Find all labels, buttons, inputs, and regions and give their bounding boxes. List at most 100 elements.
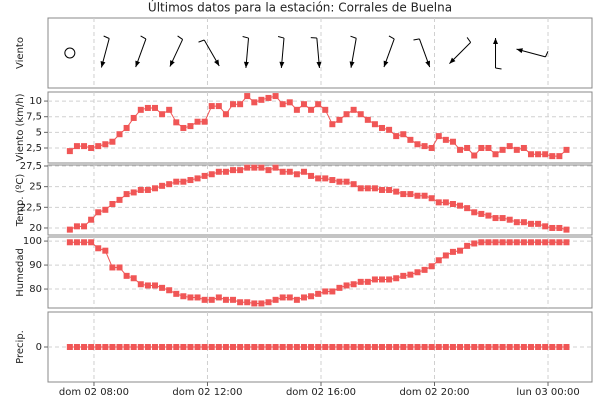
wind-arrow (413, 38, 431, 68)
data-point (513, 239, 520, 246)
data-point (379, 344, 386, 350)
data-point (315, 101, 322, 108)
data-point (180, 293, 187, 300)
data-point (343, 111, 350, 118)
arrow-barb (350, 35, 357, 39)
data-point (201, 344, 208, 350)
data-point (286, 168, 293, 175)
data-point (457, 146, 464, 153)
arrow-head (316, 61, 322, 68)
data-point (194, 294, 201, 301)
data-point (137, 186, 144, 193)
data-point (180, 124, 187, 131)
data-point (300, 168, 307, 175)
data-point (315, 175, 322, 182)
data-point (137, 344, 144, 350)
data-point (386, 344, 393, 350)
data-point (159, 182, 166, 189)
data-point (386, 186, 393, 193)
data-point (173, 290, 180, 297)
data-point (421, 143, 428, 150)
data-point (180, 344, 187, 350)
wind-arrow (516, 48, 549, 58)
data-point (144, 344, 151, 350)
data-point (258, 96, 265, 103)
panel: Precip. 0 (15, 311, 593, 383)
data-point (151, 282, 158, 289)
y-tick-label: 5 (36, 127, 42, 138)
data-point (208, 344, 215, 350)
data-point (279, 294, 286, 301)
data-point (350, 344, 357, 350)
data-point (527, 151, 534, 158)
arrow-head (100, 61, 106, 68)
data-point (371, 276, 378, 283)
x-tick-label: dom 02 08:00 (59, 387, 129, 398)
data-point (563, 226, 570, 233)
data-point (343, 282, 350, 289)
data-point (393, 188, 400, 195)
data-point (364, 185, 371, 192)
arrow-barb (388, 35, 395, 40)
data-point (400, 191, 407, 198)
y-tick-label: 20 (29, 223, 42, 234)
data-point (286, 344, 293, 350)
data-point (471, 344, 478, 350)
data-point (230, 167, 237, 174)
data-point (137, 281, 144, 288)
data-point (471, 152, 478, 159)
data-point (435, 344, 442, 350)
data-point (357, 111, 364, 118)
y-tick-label: 10 (29, 96, 42, 107)
data-point (166, 181, 173, 188)
data-point (315, 344, 322, 350)
data-point (322, 288, 329, 295)
y-axis-label: Humedad (15, 248, 26, 297)
data-point (371, 344, 378, 350)
data-point (102, 247, 109, 254)
data-point (279, 101, 286, 108)
data-point (151, 185, 158, 192)
data-point (81, 239, 88, 246)
data-point (144, 282, 151, 289)
data-point (336, 284, 343, 291)
data-point (535, 344, 542, 350)
arrow-barb (413, 38, 420, 41)
data-point (357, 278, 364, 285)
data-point (222, 111, 229, 118)
data-point (230, 296, 237, 303)
data-point (109, 344, 116, 350)
data-point (364, 116, 371, 123)
data-point (421, 192, 428, 199)
data-point (66, 344, 73, 350)
x-tick-label: lun 03 00:00 (516, 387, 579, 398)
data-point (421, 344, 428, 350)
data-point (535, 239, 542, 246)
data-point (449, 201, 456, 208)
arrow-head (214, 59, 220, 66)
data-point (343, 178, 350, 185)
data-point (350, 181, 357, 188)
panel: Viento (km/h) 2,5 5 7,5 10 (15, 91, 593, 164)
data-point (293, 344, 300, 350)
data-point (293, 106, 300, 113)
data-point (499, 344, 506, 350)
y-axis-label: Temp. (ºC) (15, 174, 26, 228)
data-point (272, 344, 279, 350)
data-point (144, 186, 151, 193)
data-point (102, 344, 109, 350)
wind-arrow (242, 36, 250, 68)
arrow-head (279, 61, 285, 68)
data-point (471, 209, 478, 216)
wind-arrow (310, 37, 322, 68)
data-point (272, 164, 279, 171)
data-point (535, 151, 542, 158)
data-point (371, 121, 378, 128)
data-point (527, 239, 534, 246)
x-tick-label: dom 02 12:00 (172, 387, 242, 398)
data-point (393, 133, 400, 140)
y-axis-label: Viento (km/h) (15, 93, 26, 161)
data-point (286, 294, 293, 301)
data-point (137, 106, 144, 113)
